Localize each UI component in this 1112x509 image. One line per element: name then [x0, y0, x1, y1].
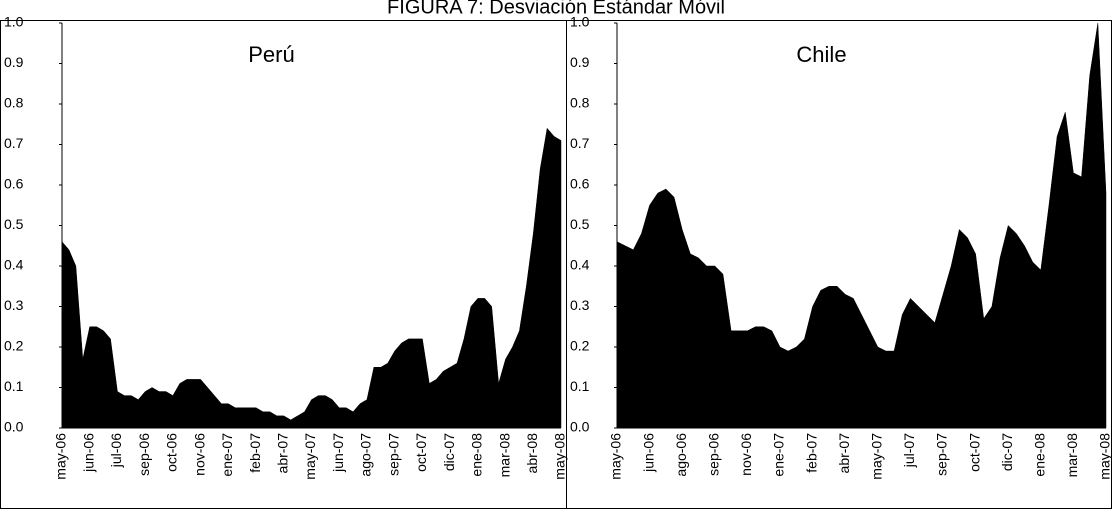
area: [616, 22, 1107, 429]
y-tick-label: 0.5: [4, 216, 24, 232]
y-tick-label: 1.0: [4, 14, 24, 30]
x-tick-label: may-06: [53, 433, 69, 480]
y-tick-label: 0.9: [4, 54, 24, 70]
x-tick-label: feb-07: [803, 433, 819, 473]
y-tick-label: 0.3: [4, 297, 24, 313]
y-tick-label: 0.6: [4, 176, 24, 192]
y-tick-label: 0.7: [570, 135, 590, 151]
x-tick-label: sep-07: [934, 433, 950, 476]
y-tick-label: 0.1: [4, 378, 24, 394]
panel-label: Chile: [796, 42, 846, 67]
y-tick-label: 0.6: [570, 176, 590, 192]
x-tick-label: oct-06: [164, 433, 180, 472]
chart-title: FIGURA 7: Desviación Estándar Móvil: [387, 0, 725, 18]
y-tick-label: 0.3: [570, 297, 590, 313]
panel-label: Perú: [248, 42, 294, 67]
x-tick-label: oct-07: [966, 433, 982, 472]
x-tick-label: dic-07: [441, 433, 457, 471]
x-tick-label: may-07: [302, 433, 318, 480]
x-tick-label: ene-08: [1032, 433, 1048, 477]
x-tick-label: mar-08: [496, 433, 512, 478]
y-tick-label: 0.2: [4, 338, 24, 354]
y-tick-label: 0.8: [570, 95, 590, 111]
y-tick-label: 0.9: [570, 54, 590, 70]
x-tick-label: nov-06: [738, 433, 754, 476]
x-tick-label: abr-07: [274, 433, 290, 474]
x-tick-label: abr-07: [836, 433, 852, 474]
y-tick-label: 0.0: [570, 419, 590, 435]
area: [61, 127, 562, 429]
y-tick-label: 0.8: [4, 95, 24, 111]
x-tick-label: feb-07: [247, 433, 263, 473]
y-tick-label: 0.1: [570, 378, 590, 394]
y-tick-label: 0.0: [4, 419, 24, 435]
x-tick-label: ene-07: [219, 433, 235, 477]
x-tick-label: sep-06: [706, 433, 722, 476]
x-tick-label: nov-06: [191, 433, 207, 476]
y-tick-label: 0.4: [4, 257, 24, 273]
y-tick-label: 0.5: [570, 216, 590, 232]
y-tick-label: 0.7: [4, 135, 24, 151]
x-tick-label: oct-07: [413, 433, 429, 472]
y-tick-label: 0.2: [570, 338, 590, 354]
x-tick-label: sep-06: [136, 433, 152, 476]
x-tick-label: may-06: [608, 433, 624, 480]
x-tick-label: sep-07: [385, 433, 401, 476]
x-tick-label: jun-06: [80, 433, 96, 473]
x-tick-label: jul-07: [901, 433, 917, 468]
x-tick-label: abr-08: [524, 433, 540, 474]
x-tick-label: may-08: [552, 433, 568, 480]
x-tick-label: may-08: [1097, 433, 1112, 480]
x-tick-label: jul-06: [108, 433, 124, 468]
x-tick-label: ago-07: [358, 433, 374, 477]
y-tick-label: 0.4: [570, 257, 590, 273]
x-tick-label: ene-08: [469, 433, 485, 477]
x-tick-label: jun-06: [640, 433, 656, 473]
x-tick-label: jun-07: [330, 433, 346, 473]
x-tick-label: dic-07: [999, 433, 1015, 471]
x-tick-label: ene-07: [771, 433, 787, 477]
x-tick-label: may-07: [869, 433, 885, 480]
x-tick-label: mar-08: [1064, 433, 1080, 478]
y-tick-label: 1.0: [570, 14, 590, 30]
x-tick-label: ago-06: [673, 433, 689, 477]
